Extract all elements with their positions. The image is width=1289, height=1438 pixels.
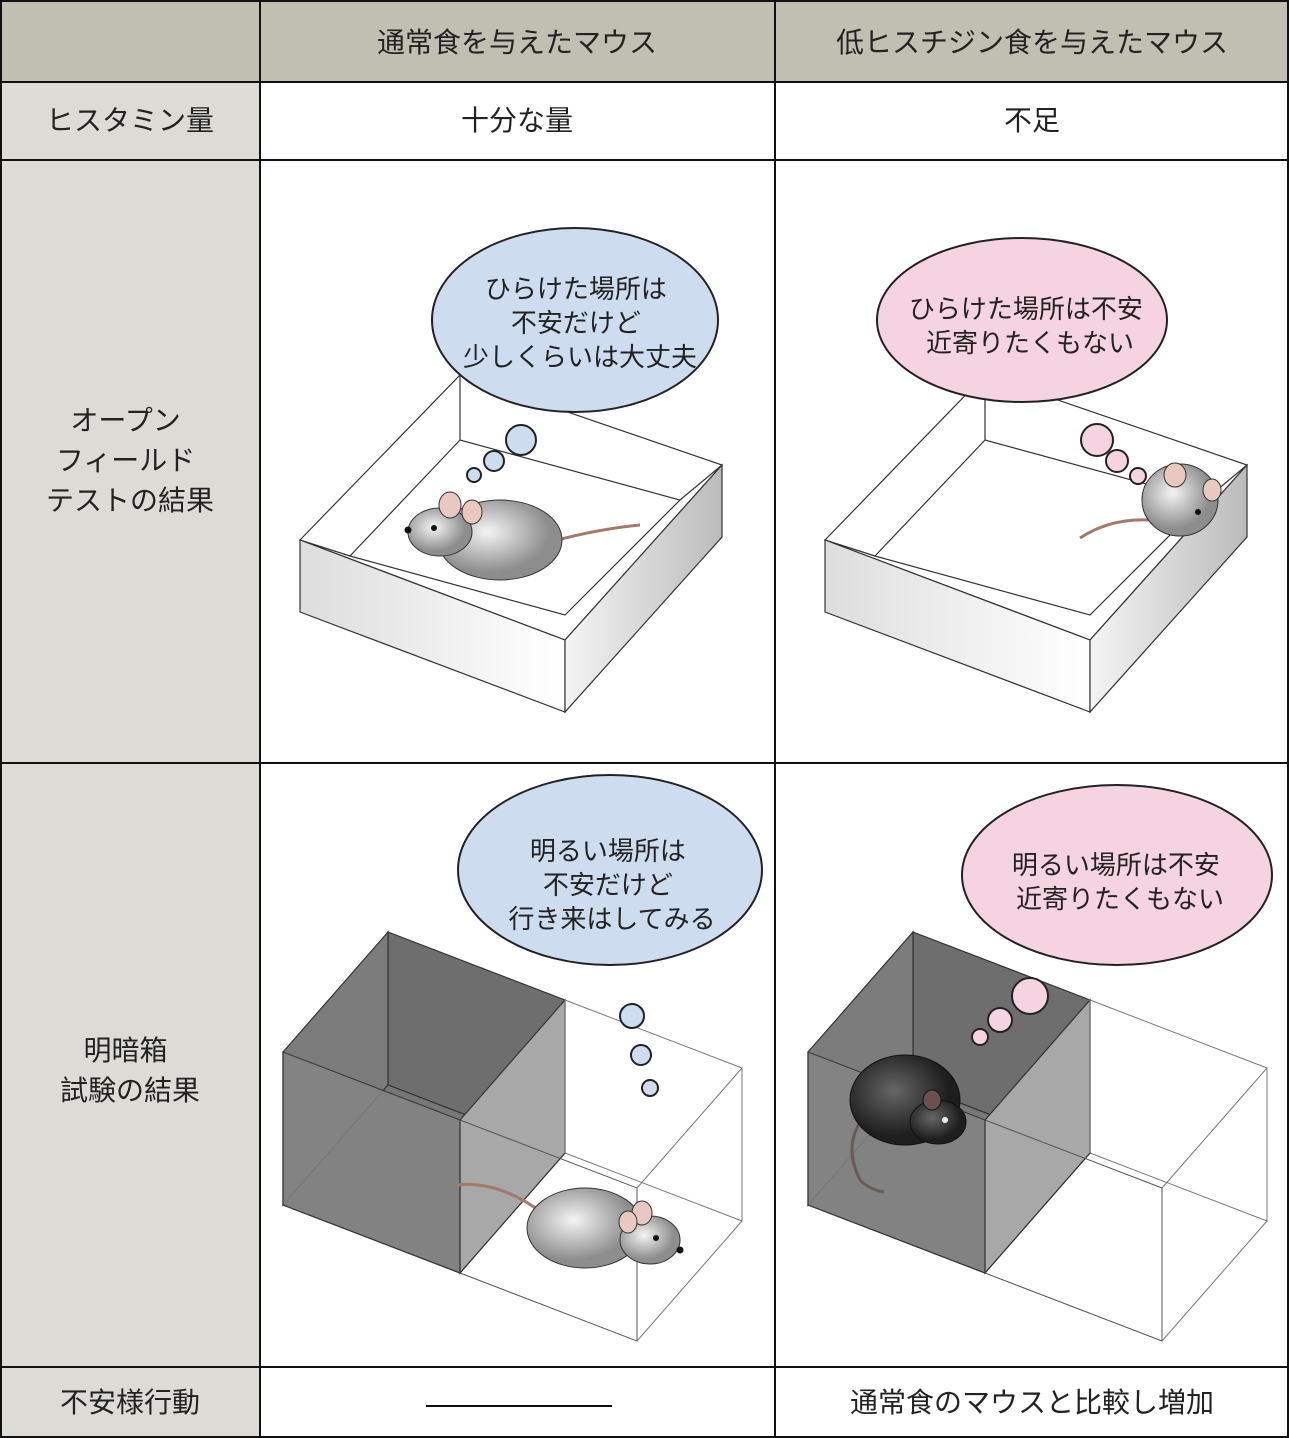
thought-bubble: 明るい場所は 不安だけど 行き来はしてみる (457, 774, 763, 1097)
label-line: テストの結果 (46, 484, 214, 517)
header-low: 低ヒスチジン食を与えたマウス (836, 26, 1228, 59)
mouse (404, 491, 641, 581)
svg-text:明るい場所は 不安だけど 行き来はし: 明るい場所は 不安だけど 行き来はしてみる (508, 837, 715, 935)
light-dark-box (281, 930, 743, 1342)
label-line: オープン (70, 404, 180, 437)
bubble-line: 明るい場所は不安 (1012, 851, 1220, 881)
bubble-line: 近寄りたくもない (1016, 885, 1224, 915)
thought-bubble: 明るい場所は不安 近寄りたくもない (961, 784, 1273, 1046)
cell: 十分な量 (461, 104, 573, 137)
thought-bubble: ひらけた場所は 不安だけど 少しくらいは大丈夫 (431, 227, 719, 483)
open-field-box (823, 374, 1249, 714)
row-label: 不安様行動 (60, 1386, 200, 1419)
bubble-line: 明るい場所は (530, 837, 686, 867)
row-label: ヒスタミン量 (46, 104, 214, 137)
svg-text:ひらけた場所は 不安だけど 少しくら: ひらけた場所は 不安だけど 少しくらいは大丈夫 (463, 275, 697, 373)
bubble-line: ひらけた場所は不安 (909, 295, 1143, 325)
bubble-line: 不安だけど (511, 309, 641, 339)
svg-text:ひらけた場所は不安 近寄りたくもない: ひらけた場所は不安 近寄りたくもない (909, 295, 1151, 359)
bubble-line: 少しくらいは大丈夫 (463, 343, 697, 373)
label-line: 試験の結果 (60, 1074, 200, 1107)
bubble-line: 行き来はしてみる (508, 905, 715, 935)
thought-bubble: ひらけた場所は不安 近寄りたくもない (876, 237, 1168, 485)
bubble-line: ひらけた場所は (485, 275, 667, 305)
cell: 不足 (1004, 104, 1060, 137)
light-dark-box (806, 930, 1268, 1342)
bubble-line: 不安だけど (543, 871, 673, 901)
label-line: 明暗箱 (84, 1034, 168, 1067)
cell: 通常食のマウスと比較し増加 (850, 1386, 1214, 1419)
mouse (455, 1182, 684, 1269)
header-normal: 通常食を与えたマウス (377, 26, 657, 59)
mouse (1079, 462, 1222, 540)
svg-text:明るい場所は不安 近寄りたくもない: 明るい場所は不安 近寄りたくもない (1012, 851, 1228, 915)
row-label: オープン フィールド テストの結果 (46, 404, 214, 517)
mouse (849, 1054, 967, 1194)
bubble-line: 近寄りたくもない (926, 329, 1134, 359)
header-bg (0, 0, 1289, 82)
row-label: 明暗箱 試験の結果 (60, 1034, 200, 1107)
label-column-bg (0, 82, 260, 1438)
label-line: フィールド (56, 444, 195, 477)
